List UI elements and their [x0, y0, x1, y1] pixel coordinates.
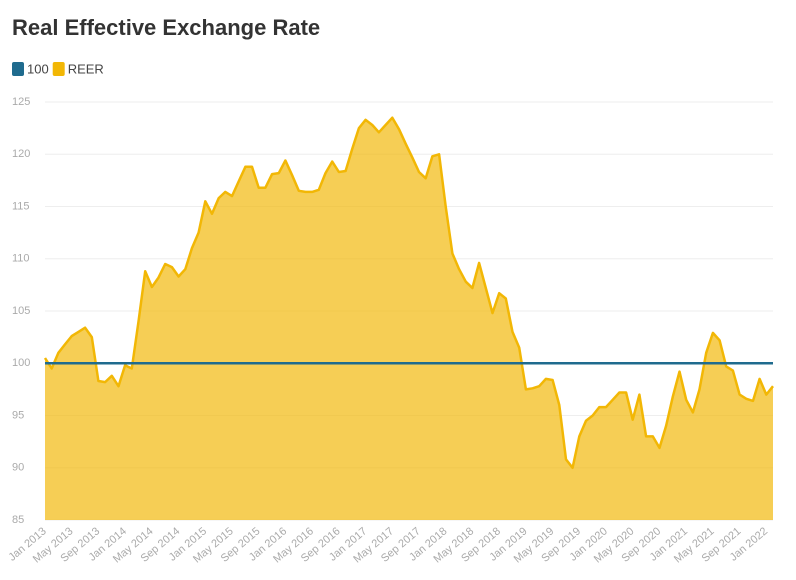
- chart-title: Real Effective Exchange Rate: [12, 15, 320, 40]
- y-tick-label: 120: [12, 148, 30, 160]
- area-edge: [43, 116, 774, 470]
- y-tick-label: 100: [12, 357, 30, 369]
- y-tick-label: 90: [12, 462, 24, 474]
- area: [45, 117, 773, 520]
- legend-swatch: [12, 62, 24, 76]
- legend-swatch: [52, 62, 65, 76]
- y-tick-label: 95: [12, 409, 24, 421]
- legend-label: REER: [68, 61, 104, 76]
- y-tick-label: 85: [12, 514, 24, 526]
- y-tick-label: 105: [12, 305, 30, 317]
- y-tick-label: 115: [12, 200, 30, 212]
- y-tick-label: 125: [12, 96, 30, 108]
- legend-label: 100: [27, 61, 49, 76]
- y-tick-label: 110: [12, 253, 30, 265]
